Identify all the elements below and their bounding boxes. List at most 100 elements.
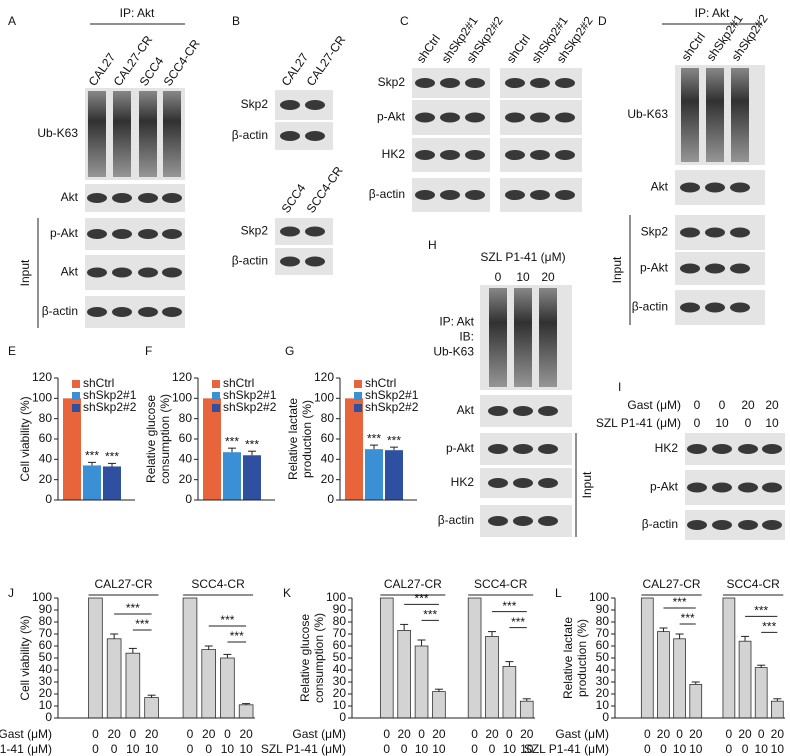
- x-row-value: 0: [660, 742, 667, 756]
- y-tick-label: 90: [39, 602, 53, 616]
- x-row-value: 10: [755, 742, 769, 756]
- x-row-value: 10: [415, 742, 429, 756]
- band: [555, 190, 575, 200]
- row-label: p-Akt: [50, 226, 79, 240]
- lane-value: 20: [741, 398, 755, 412]
- smear-band: [731, 68, 749, 162]
- smear-band: [489, 288, 507, 387]
- x-row-value: 20: [689, 727, 703, 741]
- x-row-value: 0: [726, 742, 733, 756]
- input-label: Input: [610, 256, 624, 283]
- y-tick-label: 40: [179, 452, 193, 466]
- significance: ***: [85, 449, 99, 463]
- band: [738, 444, 758, 454]
- band: [730, 227, 750, 238]
- y-tick-label: 20: [39, 472, 53, 486]
- bar: [125, 652, 141, 719]
- x-row-value: 10: [239, 742, 253, 756]
- group-label: CAL27-CR: [94, 577, 152, 591]
- band: [162, 193, 182, 203]
- bar: [243, 455, 261, 500]
- bar: [103, 466, 121, 500]
- band: [162, 267, 182, 278]
- row-label: β-actin: [232, 128, 268, 142]
- group-label: SCC4-CR: [726, 577, 780, 591]
- legend-label: shSkp2#1: [223, 388, 277, 402]
- y-tick-label: 40: [333, 662, 347, 676]
- x-row-value: 20: [202, 727, 216, 741]
- y-tick-label: 0: [602, 710, 609, 724]
- y-tick-label: 30: [596, 674, 610, 688]
- band: [87, 267, 107, 278]
- row-label: p-Akt: [650, 480, 679, 494]
- bar: [345, 398, 363, 500]
- bar: [502, 666, 517, 719]
- legend-swatch: [354, 392, 362, 400]
- significance: ***: [105, 450, 119, 464]
- lane-value: 0: [719, 398, 726, 412]
- y-axis-label: Cell viability (%): [18, 615, 32, 700]
- band: [762, 520, 782, 530]
- band: [488, 516, 508, 526]
- band: [280, 131, 300, 141]
- x-row-value: 0: [471, 742, 478, 756]
- smear-band: [706, 68, 724, 162]
- x-row-value: 10: [520, 742, 534, 756]
- y-tick-label: 90: [596, 602, 610, 616]
- y-tick-label: 0: [327, 492, 334, 506]
- x-row-value: 0: [111, 742, 118, 756]
- band: [538, 478, 558, 488]
- y-tick-label: 50: [39, 650, 53, 664]
- y-tick-label: 30: [39, 674, 53, 688]
- y-tick-label: 70: [596, 626, 610, 640]
- group-label: CAL27-CR: [643, 577, 701, 591]
- panel-letter: B: [232, 14, 240, 28]
- bar: [83, 465, 101, 500]
- y-axis-label: Relative glucose: [298, 614, 312, 702]
- row-label: p-Akt: [640, 261, 669, 275]
- row-label: Akt: [651, 180, 669, 194]
- y-axis-label: production (%): [300, 400, 314, 478]
- band: [138, 267, 158, 278]
- row-label: HK2: [655, 441, 679, 455]
- band: [415, 112, 435, 123]
- bar: [397, 630, 411, 719]
- legend-swatch: [72, 392, 80, 400]
- lane-value: 0: [745, 416, 752, 430]
- panel-letter: C: [400, 14, 409, 28]
- band: [280, 256, 300, 267]
- row-label: IB:: [459, 330, 474, 344]
- y-tick-label: 40: [321, 452, 335, 466]
- bar: [673, 638, 686, 719]
- y-axis-label: consumption (%): [312, 613, 326, 703]
- y-tick-label: 80: [39, 411, 53, 425]
- bar: [640, 597, 654, 719]
- band: [505, 112, 525, 123]
- bar: [657, 631, 670, 719]
- significance: ***: [502, 599, 516, 613]
- y-axis-label: Cell viability (%): [18, 396, 32, 481]
- significance: ***: [511, 615, 525, 629]
- bar: [385, 450, 403, 500]
- x-row-value: 0: [471, 727, 478, 741]
- significance: ***: [135, 617, 149, 631]
- lane-label: 0: [495, 270, 502, 284]
- row-label: β-actin: [232, 254, 268, 268]
- y-tick-label: 30: [333, 674, 347, 688]
- x-row-value: 0: [383, 727, 390, 741]
- bar: [754, 667, 768, 719]
- x-row-value: 10: [432, 742, 446, 756]
- lane-label: 10: [516, 270, 530, 284]
- band: [680, 182, 700, 193]
- x-row-value: 0: [418, 727, 425, 741]
- row-label: Ub-K63: [37, 126, 78, 140]
- y-tick-label: 80: [321, 411, 335, 425]
- legend-label: shSkp2#1: [83, 388, 137, 402]
- band: [712, 520, 732, 530]
- y-tick-label: 90: [333, 602, 347, 616]
- y-tick-label: 100: [326, 590, 346, 604]
- y-tick-label: 120: [172, 370, 192, 384]
- x-row-value: 0: [401, 742, 408, 756]
